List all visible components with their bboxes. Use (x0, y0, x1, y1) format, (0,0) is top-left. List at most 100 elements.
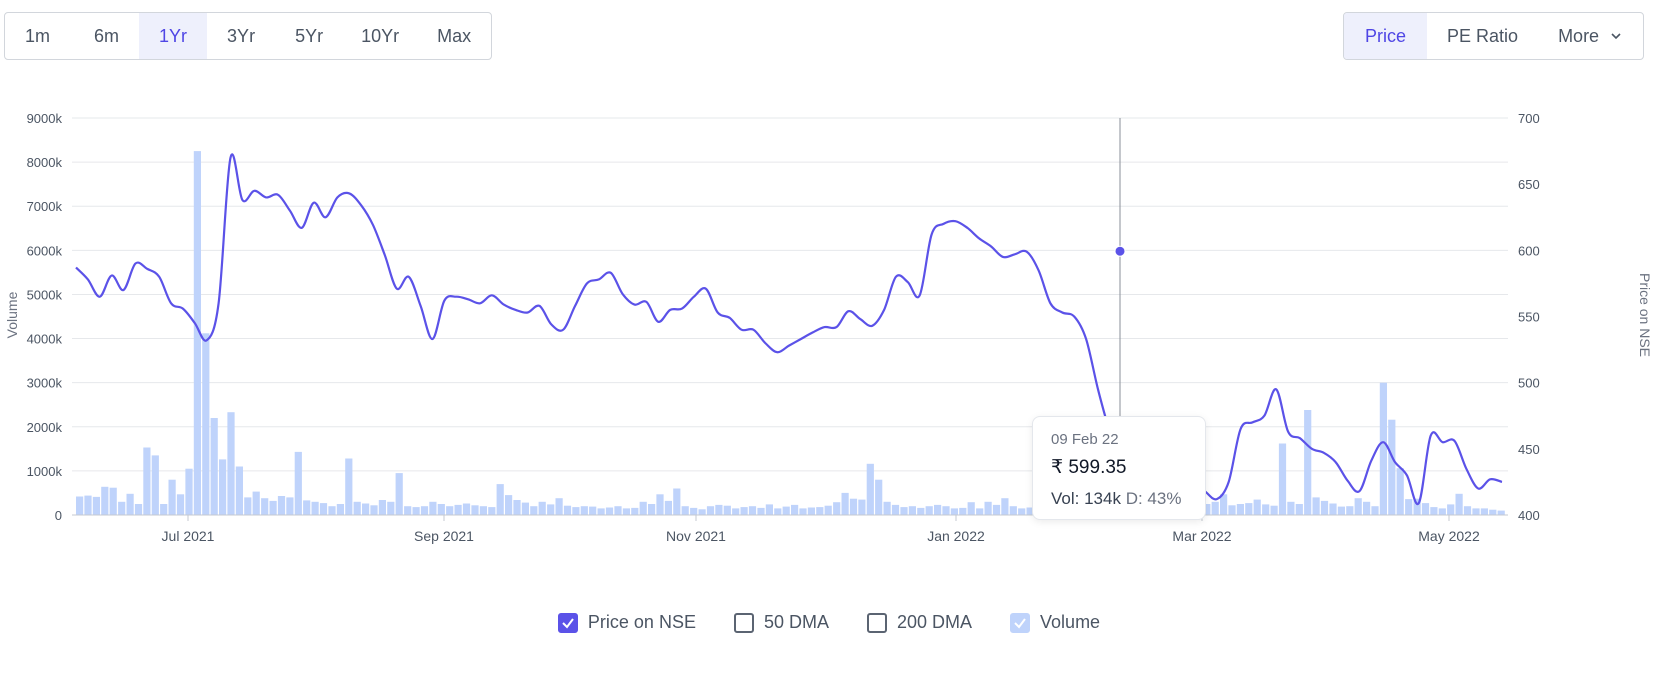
volume-bar (1295, 504, 1303, 515)
price-checkbox[interactable] (557, 612, 578, 633)
x-tick-label: Nov 2021 (666, 528, 726, 544)
volume-bar (311, 501, 319, 515)
legend-50dma-toggle[interactable]: 50 DMA (733, 612, 829, 633)
50dma-checkbox[interactable] (733, 612, 754, 633)
volume-bar (891, 504, 900, 515)
volume-checkbox[interactable] (1010, 612, 1031, 633)
volume-bar (151, 455, 159, 515)
volume-bar (1278, 443, 1287, 515)
volume-bar (1396, 468, 1404, 515)
volume-bar (791, 504, 799, 515)
left-tick-label: 9000k (27, 111, 63, 126)
volume-bar (639, 501, 647, 515)
legend-200dma-label: 200 DMA (896, 612, 973, 632)
volume-bar (1018, 508, 1026, 515)
volume-bar (1463, 506, 1472, 515)
range-3yr-button[interactable]: 3Yr (227, 25, 256, 46)
volume-bar (303, 500, 311, 515)
volume-bar (160, 504, 168, 515)
volume-bar (252, 491, 260, 515)
highlight-point (1114, 245, 1126, 257)
volume-bar (1388, 419, 1396, 515)
volume-bar (740, 507, 748, 515)
left-tick-label: 7000k (27, 199, 63, 214)
volume-bar (1228, 505, 1236, 515)
volume-bar (294, 451, 302, 515)
axes: 0 1000k 2000k 3000k 4000k 5000k 6000k 7000k 8000… (4, 111, 1653, 544)
volume-bar (1304, 410, 1312, 515)
volume-bar (395, 473, 403, 515)
range-6m-button[interactable]: 6m (94, 25, 120, 46)
volume-bar (261, 498, 269, 515)
volume-bar (765, 504, 773, 515)
volume-bar (1220, 494, 1228, 515)
volume-bar (336, 504, 344, 515)
range-selector: 1m 6m 1Yr 3Yr 5Yr 10Yr Max (4, 12, 493, 60)
volume-bar (849, 498, 858, 515)
volume-bar (1354, 498, 1362, 515)
volume-bar (555, 498, 563, 515)
price-button[interactable]: Price (1344, 13, 1428, 59)
volume-bar (521, 502, 529, 515)
legend-200dma-toggle[interactable]: 200 DMA (866, 612, 973, 633)
range-10yr-button[interactable]: 10Yr (361, 25, 400, 46)
volume-bar (992, 504, 1001, 515)
range-max-button[interactable]: Max (437, 25, 472, 46)
pe-ratio-button[interactable]: PE Ratio (1447, 25, 1519, 46)
range-5yr-button[interactable]: 5Yr (295, 25, 324, 46)
volume-bar (1480, 508, 1488, 515)
volume-bar (378, 500, 386, 515)
left-tick-label: 0 (55, 508, 62, 523)
volume-bar (1472, 508, 1480, 515)
volume-bar (858, 499, 866, 515)
range-1m-button[interactable]: 1m (25, 25, 51, 46)
volume-bar (605, 507, 614, 515)
volume-bar (513, 500, 521, 515)
x-tick-label: Jan 2022 (927, 528, 985, 544)
legend-price-toggle[interactable]: Price on NSE (557, 612, 696, 633)
chevron-down-icon (1611, 33, 1621, 40)
volume-bar (875, 479, 883, 515)
volume-bar (412, 507, 420, 515)
volume-bar (227, 412, 235, 515)
right-tick-label: 600 (1518, 243, 1540, 258)
volume-bar (757, 507, 765, 515)
volume-bar (1009, 506, 1017, 515)
legend-price-label: Price on NSE (587, 612, 696, 632)
volume-bar (76, 496, 84, 515)
volume-bar (488, 507, 496, 515)
price-volume-chart: 0 1000k 2000k 3000k 4000k 5000k 6000k 7000k 8000… (4, 111, 1653, 544)
volume-bar (833, 502, 841, 515)
volume-bar (92, 496, 100, 515)
volume-bar (883, 501, 891, 515)
left-tick-label: 8000k (27, 155, 63, 170)
volume-bar (277, 496, 286, 515)
more-dropdown[interactable]: More (1538, 13, 1643, 59)
volume-bar (1455, 493, 1463, 515)
volume-bar (404, 506, 412, 515)
tooltip-volume-value: Vol: 134k (1051, 489, 1121, 508)
chart-tooltip: 09 Feb 22 ₹ 599.35 Vol: 134k D: 43% (1032, 416, 1206, 520)
price-line (75, 153, 1503, 506)
volume-bar (84, 495, 92, 515)
volume-bar (185, 468, 193, 515)
200dma-checkbox[interactable] (866, 612, 887, 633)
legend-volume-toggle[interactable]: Volume (1010, 612, 1100, 633)
volume-bar (782, 506, 790, 515)
volume-bar (176, 494, 185, 515)
volume-bar (134, 504, 143, 515)
left-axis-title: Volume (4, 291, 20, 338)
volume-bar (420, 506, 429, 515)
left-tick-label: 2000k (27, 420, 63, 435)
volume-bar (723, 505, 731, 515)
range-1yr-button[interactable]: 1Yr (139, 13, 208, 59)
volume-bar (774, 508, 782, 515)
right-axis-title: Price on NSE (1637, 273, 1653, 357)
grid (72, 117, 1508, 516)
volume-bar (1001, 498, 1009, 515)
volume-bar (984, 501, 992, 515)
left-tick-label: 1000k (27, 464, 63, 479)
volume-bar (1270, 505, 1278, 515)
volume-bar (1430, 507, 1438, 515)
volume-bar (1489, 509, 1497, 515)
